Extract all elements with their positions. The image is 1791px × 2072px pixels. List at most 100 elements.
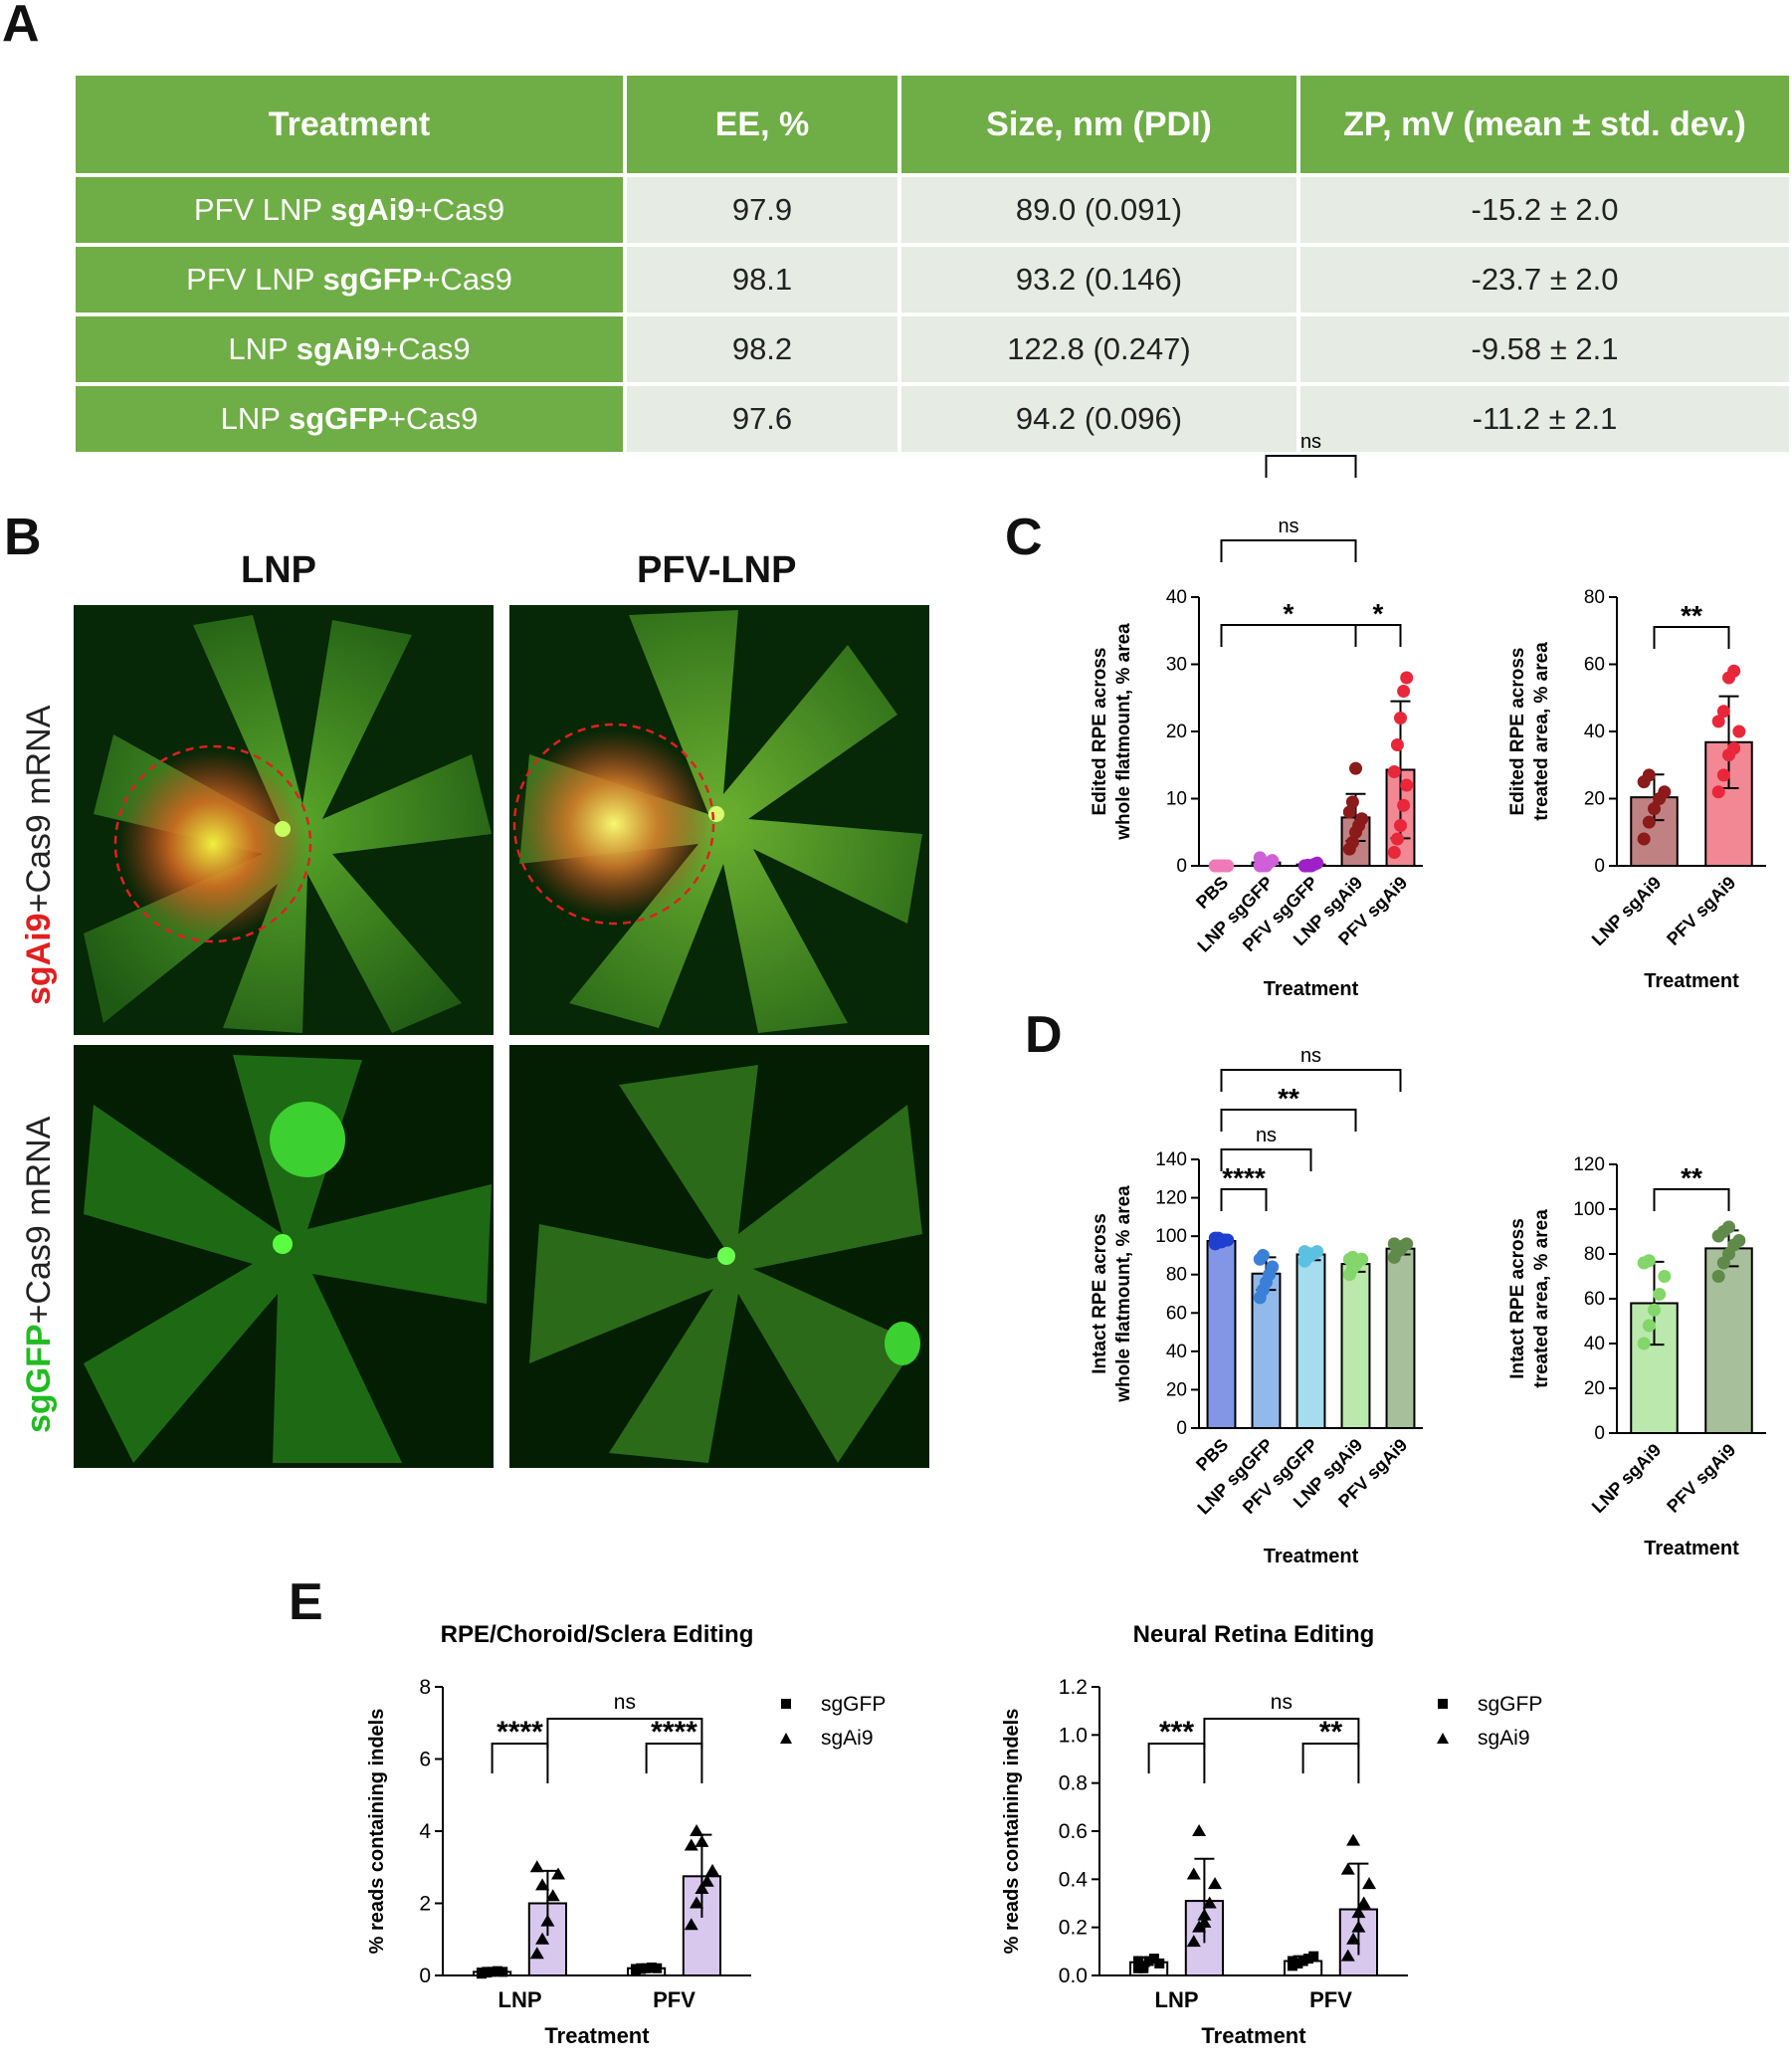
data-point — [1394, 712, 1407, 725]
size-cell: 89.0 (0.091) — [901, 177, 1296, 243]
significance-bracket — [491, 1743, 549, 1783]
data-point — [1349, 1256, 1362, 1270]
bar — [1704, 1247, 1753, 1434]
x-tick-label: LNP sgAi9 — [1588, 873, 1666, 950]
y-tick-label: 0 — [1594, 856, 1605, 877]
significance-bracket — [546, 1718, 703, 1749]
y-tick-label: 20 — [1166, 1379, 1187, 1400]
size-cell: 122.8 (0.247) — [901, 316, 1296, 382]
ee-cell: 98.2 — [627, 316, 897, 382]
y-tick-label: 1.0 — [1059, 1724, 1088, 1747]
data-point — [1642, 1319, 1656, 1333]
significance-bracket — [1354, 624, 1402, 647]
zp-cell: -15.2 ± 2.0 — [1300, 177, 1789, 243]
data-point — [551, 1867, 566, 1880]
data-point — [1711, 1270, 1725, 1283]
data-point — [1287, 1956, 1297, 1967]
legend-label: sgAi9 — [1478, 1727, 1530, 1750]
x-axis-label: Treatment — [1644, 970, 1739, 992]
data-point — [1346, 1932, 1361, 1945]
data-point — [1727, 664, 1741, 678]
y-tick-label: 40 — [1166, 1342, 1187, 1362]
significance-bracket — [1220, 1188, 1268, 1211]
data-point — [1397, 685, 1411, 698]
y-tick-label: 120 — [1155, 1188, 1187, 1209]
bar — [1385, 1247, 1416, 1429]
data-point — [1716, 768, 1730, 782]
chart-title: Neural Retina Editing — [1133, 1621, 1375, 1648]
legend-marker-triangle — [780, 1733, 792, 1744]
data-point — [476, 1968, 487, 1978]
data-point — [1302, 1954, 1313, 1965]
data-point — [699, 1874, 714, 1887]
data-point — [1300, 1247, 1314, 1260]
data-point — [652, 1963, 663, 1973]
data-point — [1192, 1824, 1207, 1836]
y-tick-label: 60 — [1584, 655, 1605, 676]
data-point — [695, 1834, 709, 1847]
y-axis-label: % reads containing indels — [1001, 1709, 1023, 1955]
y-tick-label: 140 — [1155, 1149, 1187, 1170]
data-point — [1342, 805, 1356, 819]
header-size: Size, nm (PDI) — [901, 76, 1296, 173]
y-axis-label: % reads containing indels — [366, 1709, 388, 1955]
data-point — [535, 1878, 550, 1891]
data-point — [1387, 846, 1401, 859]
data-point — [1266, 1260, 1280, 1274]
bar — [1340, 1263, 1371, 1429]
header-treatment: Treatment — [76, 76, 623, 173]
x-tick-label: PBS — [1192, 873, 1232, 913]
x-tick-label: PBS — [1192, 1435, 1232, 1475]
panel-label-d: D — [1025, 1006, 1063, 1064]
data-point — [1186, 1867, 1201, 1880]
significance-label: * — [1284, 598, 1294, 629]
data-point — [1716, 705, 1730, 719]
y-tick-label: 40 — [1584, 722, 1605, 742]
y-tick-label: 0 — [419, 1965, 431, 1987]
flatmount-lnp-sgai9 — [74, 605, 494, 1035]
x-tick-label: PFV — [653, 1987, 696, 2012]
ee-cell: 97.9 — [627, 177, 897, 243]
flatmount-pfv-sggfp-graphic — [529, 1065, 922, 1463]
data-point — [1297, 1956, 1308, 1967]
data-point — [1340, 1862, 1355, 1875]
data-point — [1197, 1908, 1212, 1921]
significance-label: **** — [1222, 1162, 1266, 1193]
y-axis-label: treated area, % area — [1531, 1209, 1552, 1388]
y-tick-label: 1.2 — [1059, 1676, 1088, 1699]
data-point — [1390, 738, 1404, 751]
data-point — [636, 1963, 647, 1973]
data-point — [1260, 859, 1273, 873]
data-point — [498, 1967, 508, 1977]
data-point — [1186, 1935, 1201, 1948]
x-axis-label: Treatment — [1264, 978, 1359, 1000]
data-point — [646, 1963, 657, 1973]
zp-cell: -11.2 ± 2.1 — [1300, 386, 1789, 452]
y-tick-label: 80 — [1584, 587, 1605, 608]
bar — [1295, 1253, 1326, 1429]
y-tick-label: 0.4 — [1059, 1868, 1089, 1891]
data-point — [1349, 761, 1362, 775]
x-tick-label: LNP — [1155, 1987, 1199, 2012]
data-point — [1356, 1896, 1371, 1909]
data-point — [1390, 832, 1404, 846]
data-point — [535, 1932, 550, 1945]
x-axis-label: Treatment — [1644, 1538, 1739, 1559]
y-tick-label: 10 — [1166, 789, 1187, 810]
y-tick-label: 8 — [419, 1676, 431, 1699]
data-point — [545, 1889, 560, 1902]
data-point — [1362, 1877, 1377, 1890]
chart-intact-whole-flatmount: 0 20 40 60 80 100 120 140 Intact RPE across whole… — [1090, 1045, 1423, 1567]
column-label-pfv-lnp: PFV-LNP — [637, 549, 797, 591]
table-row: LNP sgAi9+Cas9 98.2 122.8 (0.247) -9.58 … — [76, 316, 1789, 382]
data-point — [1732, 725, 1746, 738]
data-point — [690, 1824, 704, 1836]
y-tick-label: 80 — [1166, 1265, 1187, 1286]
y-tick-label: 0.6 — [1059, 1820, 1088, 1843]
data-point — [1143, 1956, 1154, 1967]
y-tick-label: 0.0 — [1059, 1965, 1088, 1987]
y-tick-label: 100 — [1155, 1226, 1187, 1247]
significance-bracket — [1653, 626, 1730, 649]
ee-cell: 98.1 — [627, 247, 897, 312]
y-tick-label: 20 — [1584, 789, 1605, 810]
